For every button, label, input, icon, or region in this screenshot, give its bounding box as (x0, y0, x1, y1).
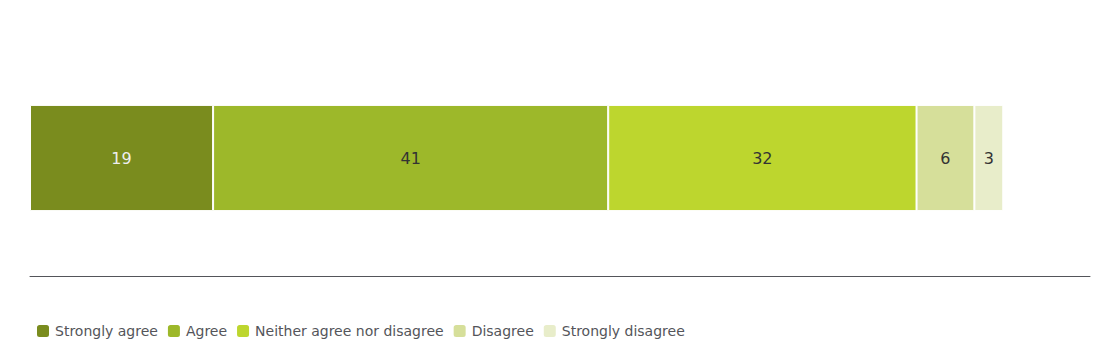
svg-text:41: 41 (400, 149, 420, 168)
svg-text:6: 6 (940, 149, 950, 168)
svg-text:3: 3 (984, 149, 994, 168)
svg-text:32: 32 (752, 149, 772, 168)
svg-text:Strongly disagree: Strongly disagree (562, 323, 685, 339)
svg-text:19: 19 (111, 149, 131, 168)
svg-text:Agree: Agree (186, 323, 227, 339)
svg-text:Strongly agree: Strongly agree (55, 323, 158, 339)
svg-text:Disagree: Disagree (472, 323, 534, 339)
svg-text:Neither agree nor disagree: Neither agree nor disagree (255, 323, 444, 339)
